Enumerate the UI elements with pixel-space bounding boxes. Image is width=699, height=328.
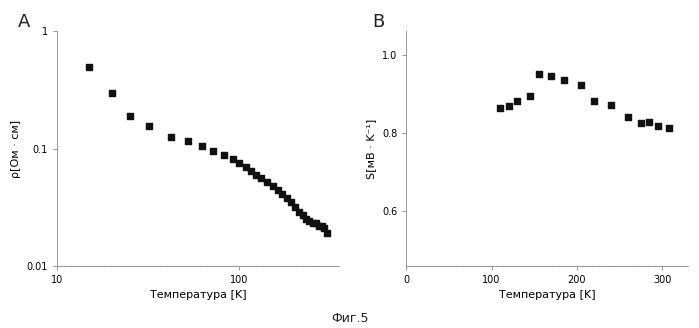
Point (165, 134, 176, 140)
Point (307, 221, 318, 226)
Point (559, 77, 570, 83)
Point (533, 72, 544, 77)
Point (285, 199, 296, 205)
Point (524, 93, 535, 98)
Point (218, 153, 229, 158)
Point (623, 115, 634, 120)
Point (663, 125, 675, 131)
Point (234, 161, 245, 166)
Point (208, 149, 219, 154)
Point (644, 119, 655, 125)
Text: Фиг.5: Фиг.5 (331, 312, 368, 325)
Point (316, 223, 327, 228)
Point (304, 219, 315, 224)
Point (245, 168, 257, 173)
Point (272, 188, 283, 193)
Point (294, 209, 305, 214)
Point (261, 179, 273, 185)
Point (106, 90, 117, 95)
Text: A: A (17, 12, 30, 31)
Point (589, 98, 600, 104)
X-axis label: Температура [K]: Температура [K] (499, 291, 596, 300)
Point (297, 213, 308, 218)
Point (495, 105, 506, 110)
X-axis label: Температура [K]: Температура [K] (150, 291, 246, 300)
Point (251, 172, 262, 177)
Point (546, 74, 557, 79)
Point (143, 124, 154, 129)
Y-axis label: S[мВ · K⁻¹]: S[мВ · K⁻¹] (366, 118, 377, 179)
Point (319, 225, 330, 231)
Point (267, 183, 278, 189)
Point (124, 113, 135, 118)
Point (576, 83, 587, 88)
Point (512, 98, 523, 104)
Point (322, 231, 333, 236)
Point (277, 192, 288, 197)
Point (605, 102, 617, 108)
Point (313, 223, 324, 228)
Point (289, 204, 301, 209)
Point (503, 103, 514, 108)
Point (281, 195, 292, 200)
Point (240, 164, 251, 169)
Point (227, 156, 238, 161)
Point (182, 139, 193, 144)
Point (196, 144, 207, 149)
Point (652, 123, 663, 129)
Point (635, 121, 647, 126)
Text: B: B (373, 12, 384, 31)
Y-axis label: ρ[Ом · см]: ρ[Ом · см] (11, 119, 21, 178)
Point (84, 64, 95, 69)
Point (301, 216, 312, 222)
Point (310, 221, 322, 226)
Point (256, 175, 267, 181)
